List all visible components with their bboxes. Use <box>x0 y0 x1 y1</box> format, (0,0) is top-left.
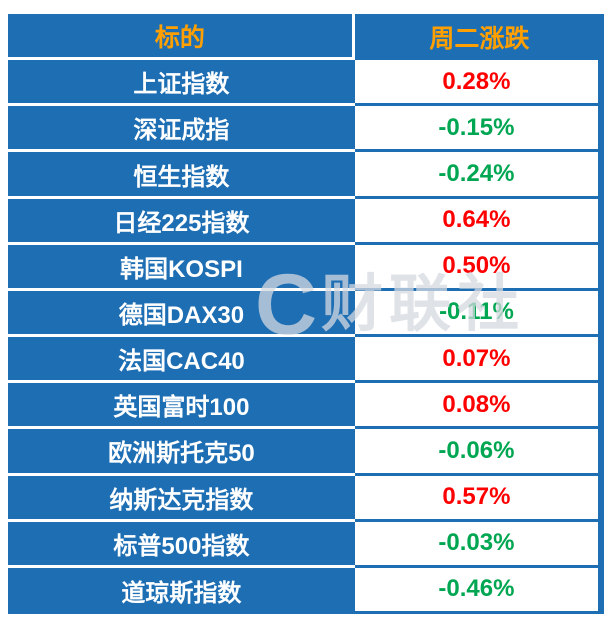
index-name-cell: 日经225指数 <box>8 198 355 245</box>
change-value-cell: 0.57% <box>354 475 604 522</box>
index-name-cell: 法国CAC40 <box>8 337 355 384</box>
index-name-cell: 上证指数 <box>8 60 355 107</box>
change-value-cell: -0.46% <box>354 567 604 614</box>
index-name-cell: 韩国KOSPI <box>8 244 355 291</box>
index-name-cell: 深证成指 <box>8 106 355 153</box>
index-name-cell: 欧洲斯托克50 <box>8 429 355 476</box>
change-value-cell: 0.07% <box>354 337 604 384</box>
change-value-cell: -0.06% <box>354 429 604 476</box>
change-value-cell: -0.11% <box>354 290 604 338</box>
column-header-target: 标的 <box>8 14 355 61</box>
column-header-tuesday-change: 周二涨跌 <box>354 14 604 61</box>
index-name-cell: 标普500指数 <box>8 521 355 568</box>
index-name-cell: 英国富时100 <box>8 383 355 430</box>
change-value-cell: -0.15% <box>354 106 604 153</box>
market-table: 标的 周二涨跌 上证指数 0.28% 深证成指 -0.15% 恒生指数 -0.24% 日经2… <box>8 14 604 614</box>
index-name-cell: 纳斯达克指数 <box>8 475 355 522</box>
change-value-cell: 0.50% <box>354 244 604 291</box>
change-value-cell: 0.28% <box>354 60 604 107</box>
change-value-cell: 0.64% <box>354 198 604 245</box>
index-name-cell: 恒生指数 <box>8 152 355 199</box>
index-name-cell: 道琼斯指数 <box>8 567 355 614</box>
change-value-cell: -0.03% <box>354 521 604 568</box>
change-value-cell: 0.08% <box>354 383 604 430</box>
change-value-cell: -0.24% <box>354 152 604 199</box>
index-name-cell: 德国DAX30 <box>8 290 355 338</box>
